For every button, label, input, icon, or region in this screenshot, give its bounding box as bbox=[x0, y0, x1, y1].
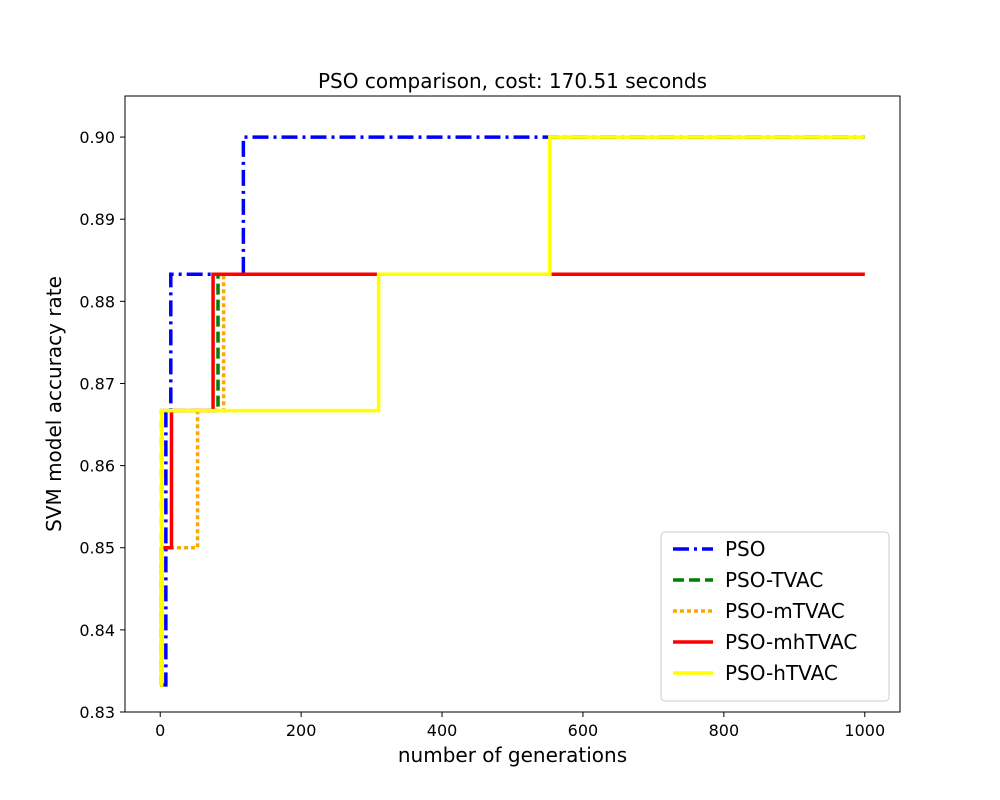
y-tick-label: 0.88 bbox=[79, 292, 115, 311]
x-axis-title: number of generations bbox=[398, 743, 627, 767]
legend-label: PSO-mTVAC bbox=[725, 599, 845, 623]
x-tick-label: 400 bbox=[427, 721, 458, 740]
x-tick-label: 1000 bbox=[844, 721, 885, 740]
y-axis-title: SVM model accuracy rate bbox=[42, 276, 66, 532]
legend-label: PSO-mhTVAC bbox=[725, 630, 857, 654]
x-tick-label: 600 bbox=[568, 721, 599, 740]
y-tick-label: 0.87 bbox=[79, 374, 115, 393]
legend-label: PSO-TVAC bbox=[725, 568, 823, 592]
legend: PSO PSO-TVAC PSO-mTVAC PSO-mhTVAC PSO-hTVAC bbox=[660, 531, 890, 702]
y-tick-label: 0.83 bbox=[79, 703, 115, 722]
y-tick-label: 0.86 bbox=[79, 457, 115, 476]
legend-box bbox=[660, 531, 890, 702]
y-tick-label: 0.90 bbox=[79, 128, 115, 147]
series-layer bbox=[159, 135, 865, 687]
plot-frame bbox=[124, 95, 901, 713]
legend-label: PSO-hTVAC bbox=[725, 661, 838, 685]
y-tick-label: 0.85 bbox=[79, 539, 115, 558]
y-tick-label: 0.84 bbox=[79, 621, 115, 640]
legend-label: PSO bbox=[725, 537, 766, 561]
x-tick-label: 0 bbox=[155, 721, 165, 740]
series-line-pso-htvac bbox=[159, 135, 865, 687]
chart-title: PSO comparison, cost: 170.51 seconds bbox=[318, 69, 707, 93]
x-tick-label: 800 bbox=[709, 721, 740, 740]
y-tick-label: 0.89 bbox=[79, 210, 115, 229]
y-axis: 0.83 0.84 0.85 0.86 0.87 0.88 0.89 0.90 bbox=[79, 128, 125, 722]
x-tick-label: 200 bbox=[286, 721, 317, 740]
x-axis: 0 200 400 600 800 1000 bbox=[155, 712, 885, 740]
